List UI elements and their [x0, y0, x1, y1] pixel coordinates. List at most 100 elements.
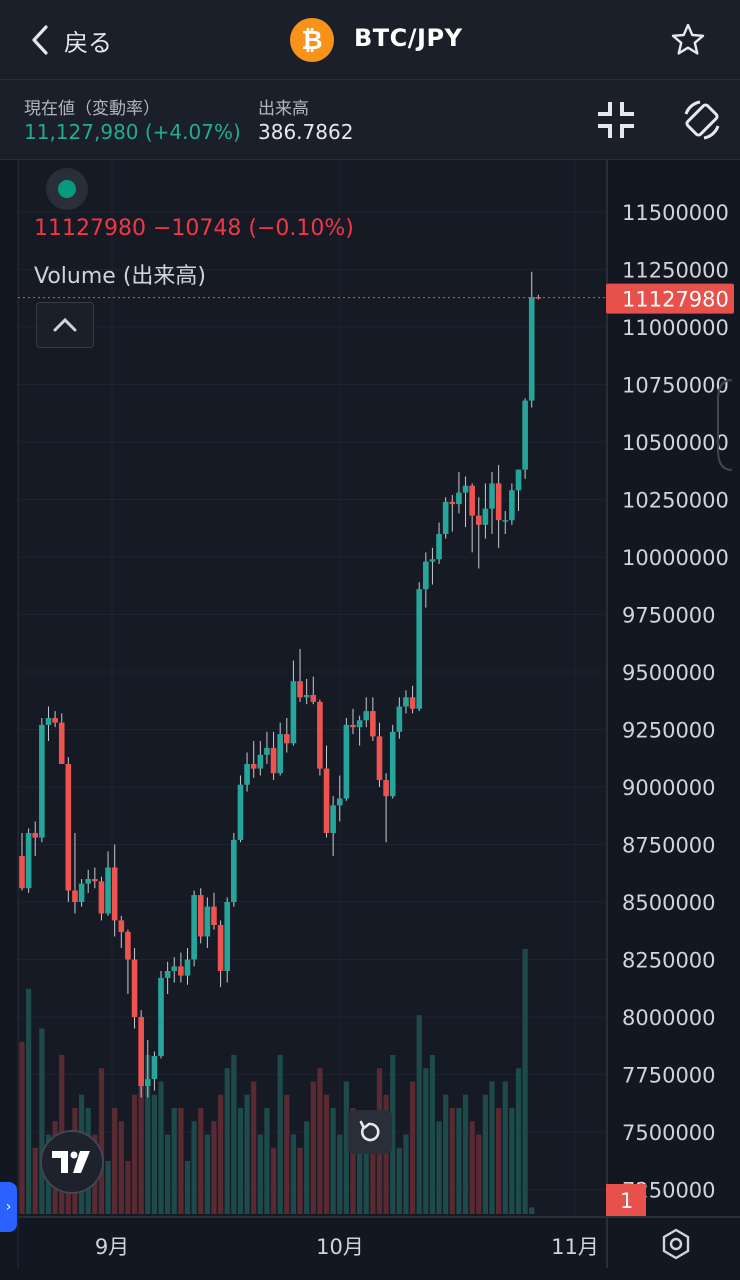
candle-body — [58, 722, 65, 764]
candle-body — [164, 971, 171, 978]
volume-bar — [449, 1108, 455, 1214]
candle-body — [376, 736, 383, 781]
candle-body — [495, 483, 502, 521]
volume-bar — [529, 1207, 535, 1214]
favorite-star-icon[interactable] — [670, 22, 706, 58]
candle-body — [65, 764, 72, 891]
volume-bar — [184, 1161, 191, 1214]
volume-bar — [112, 1108, 118, 1214]
candle-body — [250, 764, 257, 769]
current-price-label: 現在値（変動率） — [24, 99, 160, 119]
status-dot-icon — [58, 180, 76, 198]
volume-value: 386.7862 — [258, 120, 354, 144]
tradingview-logo[interactable] — [40, 1130, 104, 1194]
candle-body — [184, 959, 191, 976]
volume-bar — [390, 1055, 396, 1214]
candle-body — [197, 895, 204, 937]
y-tick-label: 8250000 — [622, 949, 716, 973]
volume-bar — [343, 1081, 349, 1214]
volume-bar — [211, 1121, 217, 1214]
legend-volume: Volume (出来高) — [34, 264, 206, 289]
volume-bar — [290, 1134, 297, 1214]
candle-body — [429, 559, 436, 562]
candle-body — [389, 731, 396, 797]
volume-bar — [165, 1134, 171, 1214]
volume-bar — [310, 1081, 316, 1214]
rotate-screen-icon[interactable] — [680, 98, 724, 142]
y-tick-label: 9750000 — [622, 604, 716, 628]
y-tick-label: 7500000 — [622, 1121, 716, 1145]
volume-bar — [323, 1094, 330, 1214]
candle-body — [98, 881, 105, 914]
volume-bar — [257, 1134, 263, 1214]
y-tick-label: 10500000 — [622, 431, 729, 455]
x-tick-label: 11月 — [551, 1235, 599, 1259]
candle-body — [350, 724, 356, 728]
candle-body — [310, 695, 317, 702]
volume-bar — [469, 1121, 475, 1214]
volume-bar — [416, 1015, 422, 1214]
candle-body — [383, 780, 389, 797]
collapse-legend-button[interactable] — [36, 302, 94, 348]
x-tick-label: 9月 — [95, 1235, 129, 1259]
candle-body — [356, 720, 363, 728]
reset-chart-button[interactable] — [348, 1110, 392, 1154]
volume-bar — [231, 1055, 237, 1214]
volume-bar — [496, 1108, 502, 1214]
expand-left-panel-button[interactable]: › — [0, 1182, 17, 1232]
candle-body — [284, 734, 290, 744]
chart-status-indicator[interactable] — [46, 168, 88, 210]
volume-bar — [363, 1134, 369, 1214]
candle-body — [297, 681, 303, 698]
x-tick-label: 10月 — [316, 1235, 364, 1259]
candle-body — [528, 297, 535, 401]
candlestick-chart[interactable]: 11500000 11250000 11000000 10750000 10500000… — [0, 160, 740, 1280]
volume-bar — [489, 1081, 495, 1214]
candle-body — [211, 906, 217, 925]
candle-body — [191, 895, 197, 960]
candle-body — [330, 805, 336, 833]
volume-bar — [19, 1041, 25, 1214]
candle-body — [25, 833, 32, 889]
y-tick-label: 9000000 — [622, 776, 716, 800]
back-button[interactable]: 戻る — [30, 22, 112, 58]
volume-bar — [482, 1094, 488, 1214]
candle-body — [264, 747, 270, 755]
volume-bar — [26, 988, 32, 1214]
back-label: 戻る — [64, 28, 112, 57]
candle-body — [449, 501, 456, 505]
volume-bar — [462, 1094, 469, 1214]
candle-body — [237, 784, 244, 840]
candle-body — [52, 718, 58, 723]
volume-bar — [178, 1108, 184, 1214]
y-tick-label: 11500000 — [622, 201, 729, 225]
y-tick-label: 9250000 — [622, 719, 716, 743]
candle-body — [522, 400, 528, 470]
candle-body — [118, 920, 125, 932]
candle-body — [423, 561, 429, 590]
chevron-up-icon — [53, 317, 77, 332]
volume-bar — [105, 1161, 111, 1214]
candle-body — [489, 483, 495, 509]
volume-bar — [244, 1094, 250, 1214]
settings-gear-icon[interactable] — [658, 1226, 694, 1262]
candle-body — [290, 681, 297, 744]
volume-bar — [277, 1055, 283, 1214]
y-tick-label: 11250000 — [622, 259, 729, 283]
candle-body — [456, 492, 462, 505]
candle-body — [92, 879, 98, 882]
volume-bar — [317, 1068, 323, 1214]
candle-body — [502, 520, 509, 522]
collapse-fullscreen-icon[interactable] — [594, 98, 638, 142]
candle-body — [158, 977, 164, 1057]
top-bar: 戻る ₿ BTC/JPY — [0, 0, 740, 80]
pair-title: BTC/JPY — [354, 24, 463, 52]
volume-bar — [357, 1121, 363, 1214]
candle-body — [363, 711, 370, 721]
volume-bar — [304, 1121, 310, 1214]
candle-body — [19, 856, 25, 889]
candle-body — [125, 931, 131, 960]
candle-body — [224, 902, 231, 971]
volume-bar — [443, 1094, 449, 1214]
volume-bar — [423, 1068, 429, 1214]
